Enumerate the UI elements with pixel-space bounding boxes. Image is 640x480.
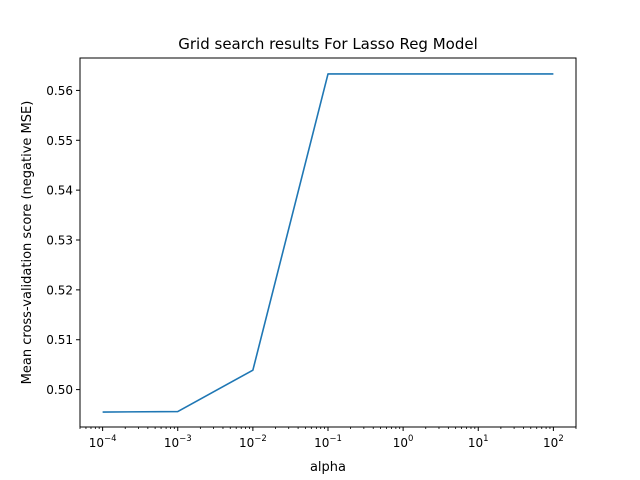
x-tick-label-base: 10: [543, 436, 558, 450]
y-tick-label: 0.56: [46, 84, 73, 98]
x-tick-label-base: 10: [164, 436, 179, 450]
x-tick-label: 10−2: [239, 434, 267, 450]
series-line: [102, 73, 554, 413]
x-tick-label: 101: [468, 434, 489, 450]
x-tick-label-base: 10: [393, 436, 408, 450]
x-tick-label-exponent: 0: [408, 434, 413, 444]
y-axis-label: Mean cross-validation score (negative MS…: [20, 101, 35, 385]
x-tick-label-exponent: −2: [254, 434, 267, 444]
y-tick-label: 0.50: [46, 383, 73, 397]
y-tick-label: 0.53: [46, 234, 73, 248]
x-tick-label-exponent: −4: [104, 434, 117, 444]
x-tick-label-base: 10: [468, 436, 483, 450]
x-tick-label-exponent: 1: [483, 434, 488, 444]
x-tick-label-base: 10: [239, 436, 254, 450]
x-tick-label: 10−3: [164, 434, 192, 450]
x-tick-label: 10−1: [314, 434, 342, 450]
y-tick-label: 0.51: [46, 333, 73, 347]
y-tick-label: 0.52: [46, 283, 73, 297]
x-tick-label-exponent: −1: [329, 434, 342, 444]
y-tick-label: 0.54: [46, 184, 73, 198]
x-tick-label: 100: [393, 434, 414, 450]
x-tick-label: 10−4: [89, 434, 117, 450]
x-tick-label-base: 10: [314, 436, 329, 450]
x-tick-label-base: 10: [89, 436, 104, 450]
y-tick-label: 0.55: [46, 134, 73, 148]
x-tick-label: 102: [543, 434, 564, 450]
chart-title: Grid search results For Lasso Reg Model: [178, 35, 478, 53]
x-tick-label-exponent: 2: [558, 434, 563, 444]
x-axis-label: alpha: [310, 460, 346, 475]
axes-frame: [79, 57, 577, 428]
x-tick-label-exponent: −3: [179, 434, 192, 444]
